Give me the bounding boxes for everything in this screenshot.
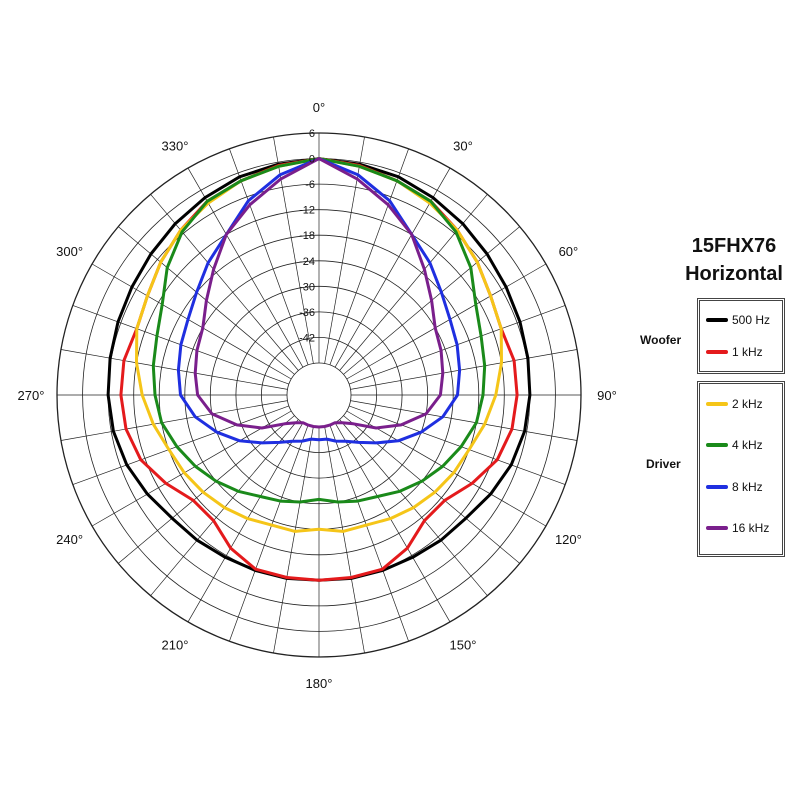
grid-spoke: [324, 426, 365, 654]
legend-label-500hz: 500 Hz: [732, 313, 771, 327]
grid-spoke: [348, 405, 566, 485]
series-curve-16khz: [193, 157, 445, 430]
grid-spoke: [118, 415, 295, 564]
series-curve-4khz: [151, 157, 487, 504]
angle-label: 180°: [306, 676, 333, 691]
angle-label: 300°: [56, 244, 83, 259]
angle-label: 210°: [162, 637, 189, 652]
grid-spoke: [343, 415, 520, 564]
angle-label: 30°: [453, 139, 473, 154]
grid-spoke: [91, 263, 292, 380]
grid-spoke: [273, 426, 314, 654]
grid-spoke: [334, 422, 451, 623]
radial-tick-label: -12: [299, 205, 315, 217]
legend-group-driver: Driver: [646, 457, 681, 471]
grid-spoke: [229, 424, 309, 642]
angle-label: 270°: [18, 388, 45, 403]
radial-tick-label: -6: [305, 179, 315, 191]
radial-tick-label: -30: [299, 281, 315, 293]
grid-spoke: [329, 148, 409, 366]
polar-curves: [106, 157, 532, 582]
polar-grid: [56, 132, 582, 658]
radial-tick-label: 0: [309, 154, 315, 166]
angle-label: 120°: [555, 532, 582, 547]
chart-title-block: 15FHX76 Horizontal: [672, 232, 796, 288]
radial-tick-label: -24: [299, 256, 315, 268]
series-curve-8khz: [176, 157, 462, 445]
legend-item-2khz: 2 kHz: [706, 394, 763, 414]
grid-spoke: [346, 263, 547, 380]
legend-label-8khz: 8 kHz: [732, 480, 763, 494]
legend-driver-box: 2 kHz 4 kHz 8 kHz 16 kHz: [697, 381, 785, 557]
legend-item-1khz: 1 kHz: [706, 342, 763, 362]
legend-swatch-8khz: [706, 485, 728, 489]
legend-item-8khz: 8 kHz: [706, 477, 763, 497]
radial-tick-label: 6: [309, 128, 315, 140]
grid-spoke: [350, 400, 578, 441]
angle-labels: 0° 30° 60° 90° 120° 150° 180° 210° 240° 270° 300° 3…: [18, 100, 617, 691]
legend-woofer-box: 500 Hz 1 kHz: [697, 298, 785, 374]
legend-label-1khz: 1 kHz: [732, 345, 763, 359]
radial-tick-label: -36: [299, 307, 315, 319]
legend-item-500hz: 500 Hz: [706, 310, 770, 330]
grid-spoke: [60, 400, 288, 441]
grid-spoke: [60, 349, 288, 390]
angle-label: 330°: [162, 139, 189, 154]
legend-swatch-1khz: [706, 350, 728, 354]
grid-spoke: [339, 194, 488, 371]
angle-label: 240°: [56, 532, 83, 547]
grid-spoke: [72, 405, 290, 485]
legend-item-16khz: 16 kHz: [706, 518, 769, 538]
grid-spoke: [329, 424, 409, 642]
radial-tick-label: -18: [299, 230, 315, 242]
grid-spoke: [229, 148, 309, 366]
legend-swatch-500hz: [706, 318, 728, 322]
legend-label-16khz: 16 kHz: [732, 521, 770, 535]
legend-item-4khz: 4 kHz: [706, 435, 763, 455]
grid-spoke: [187, 422, 304, 623]
angle-label: 150°: [450, 637, 477, 652]
grid-spoke: [350, 349, 578, 390]
chart-subtitle: Horizontal: [685, 263, 783, 285]
angle-label: 90°: [597, 388, 617, 403]
legend-group-woofer: Woofer: [640, 333, 682, 347]
legend-swatch-16khz: [706, 526, 728, 530]
legend-swatch-4khz: [706, 443, 728, 447]
chart-title: 15FHX76: [691, 235, 777, 257]
angle-label: 60°: [559, 244, 579, 259]
grid-spoke: [346, 410, 547, 527]
grid-spoke: [150, 194, 299, 371]
legend-label-2khz: 2 kHz: [732, 397, 763, 411]
legend-swatch-2khz: [706, 402, 728, 406]
series-curve-2khz: [135, 157, 503, 533]
grid-ring: [286, 362, 352, 428]
angle-label: 0°: [313, 100, 325, 115]
radial-tick-label: -42: [299, 332, 315, 344]
grid-spoke: [91, 410, 292, 527]
radial-tick-labels: 6 0 -6 -12 -18 -24 -30 -36 -42: [299, 128, 315, 344]
legend-label-4khz: 4 kHz: [732, 438, 763, 452]
